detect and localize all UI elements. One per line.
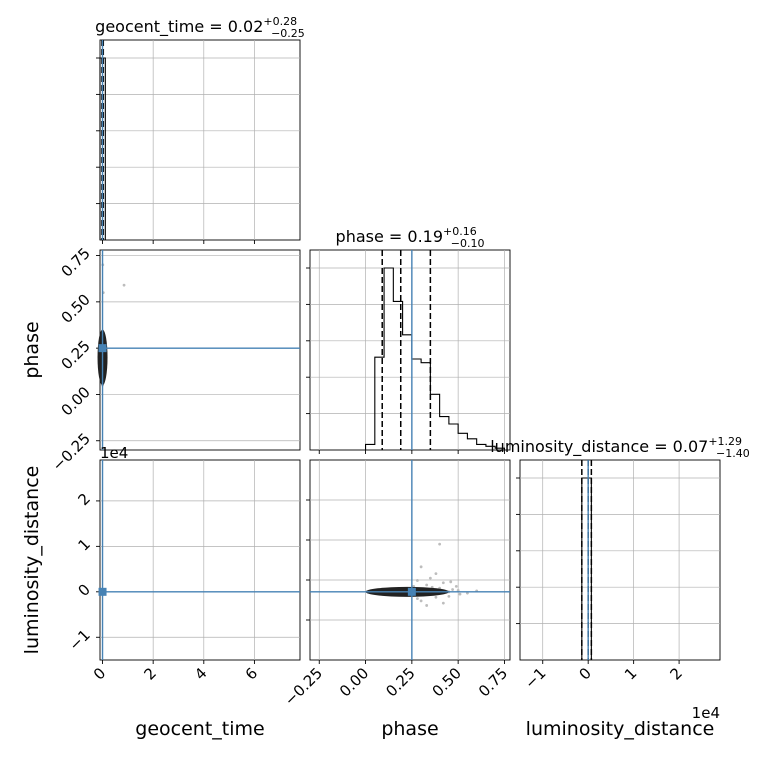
panel-2-group xyxy=(516,459,721,664)
panel-5-point-7 xyxy=(447,594,451,598)
panel-1-title: phase = 0.19+0.16 −0.10 xyxy=(336,225,485,250)
panel-5-group xyxy=(306,459,511,664)
panel-1-bin-6 xyxy=(421,363,430,450)
panel-5-point-20 xyxy=(425,604,429,607)
panel-4-ytick-label-2: 1 xyxy=(74,535,93,554)
panel-5-point-9 xyxy=(454,584,458,588)
panel-2-bin-0 xyxy=(582,478,592,660)
panel-1-bin-10 xyxy=(458,433,467,450)
panel-2-title: luminosity_distance = 0.07+1.29 −1.40 xyxy=(490,435,750,460)
panel-2-xtick-label-3: 2 xyxy=(666,664,685,683)
panel-1-bin-7 xyxy=(430,394,439,450)
panel-2-title-sub: −1.40 xyxy=(716,447,750,460)
panel-4-ytick-label-1: 0 xyxy=(74,581,93,600)
panel-2-title-main: luminosity_distance = 0.07 xyxy=(490,437,708,457)
panel-3-frame xyxy=(99,249,301,451)
panel-5-xtick-label-1: 0.00 xyxy=(336,664,372,700)
panel-5-frame xyxy=(309,459,511,661)
panel-4-ytick-label-0: −1 xyxy=(66,626,94,654)
panel-5-point-8 xyxy=(451,588,454,591)
panel-5-point-2 xyxy=(425,583,429,587)
panel-4-group xyxy=(96,459,301,664)
panel-1-bin-4 xyxy=(403,335,412,450)
panel-5-truth-marker xyxy=(407,587,416,596)
panel-5-point-19 xyxy=(438,542,442,546)
panel-0-title-main: geocent_time = 0.02 xyxy=(95,17,263,37)
panel-5-point-4 xyxy=(434,595,438,599)
panel-3-ytick-label-4: 0.75 xyxy=(58,244,94,280)
panel-5-xlabel: phase xyxy=(381,718,438,740)
panel-5-point-1 xyxy=(419,565,423,569)
panel-1-bin-11 xyxy=(467,439,476,450)
panel-5-point-13 xyxy=(434,572,438,576)
panel-2-xlabel: luminosity_distance xyxy=(526,718,715,740)
panel-1-bin-5 xyxy=(412,359,421,450)
panel-5-point-12 xyxy=(428,576,432,580)
panel-0-title: geocent_time = 0.02+0.28 −0.25 xyxy=(95,15,305,40)
panel-4-xtick-label-2: 4 xyxy=(191,664,210,683)
panel-5-point-11 xyxy=(419,599,423,603)
panel-2-xtick-label-1: 0 xyxy=(576,664,595,683)
panel-4-y-scale: 1e4 xyxy=(100,444,128,462)
panel-1-title-sub: −0.10 xyxy=(451,237,485,250)
panel-4-xlabel: geocent_time xyxy=(135,718,264,740)
panel-5-point-6 xyxy=(441,581,445,585)
panel-3-truth-marker xyxy=(98,344,107,353)
panel-4-xtick-label-1: 2 xyxy=(141,664,160,683)
panel-2-x-scale: 1e4 xyxy=(692,704,720,722)
panel-3-group xyxy=(96,249,301,451)
panel-1-frame xyxy=(309,249,511,451)
panel-2-xtick-label-2: 1 xyxy=(621,664,640,683)
panel-5-point-14 xyxy=(441,601,445,605)
panel-3-ytick-label-0: −0.25 xyxy=(49,429,94,474)
panel-5-xtick-label-4: 0.75 xyxy=(475,664,511,700)
panel-0-title-sup: +0.28 xyxy=(263,15,297,28)
panel-5-point-10 xyxy=(458,592,462,596)
panel-1-title-main: phase = 0.19 xyxy=(336,227,443,246)
panel-1-bin-2 xyxy=(384,268,393,450)
panel-5-point-23 xyxy=(449,580,453,584)
panel-0-frame xyxy=(99,39,301,241)
panel-4-truth-marker xyxy=(98,587,107,596)
panel-1-histogram-step xyxy=(365,267,505,450)
panel-2-xtick-label-0: −1 xyxy=(521,664,549,692)
panel-0-group xyxy=(96,39,301,244)
panel-5-xtick-label-2: 0.25 xyxy=(382,664,418,700)
panel-1-bin-9 xyxy=(449,424,458,450)
panel-1-group xyxy=(306,249,511,454)
panel-3-point-8 xyxy=(122,283,126,287)
panel-2-frame xyxy=(519,459,721,661)
panel-5-point-21 xyxy=(416,597,419,601)
panel-2-title-sup: +1.29 xyxy=(708,435,742,448)
panel-5-xtick-label-0: −0.25 xyxy=(281,664,326,709)
panel-4-ylabel: luminosity_distance xyxy=(21,466,43,655)
panel-4-ytick-label-3: 2 xyxy=(74,490,93,509)
panel-4-xtick-label-3: 6 xyxy=(242,664,261,683)
panel-3-ytick-label-3: 0.50 xyxy=(58,291,94,327)
panel-4-frame xyxy=(99,459,301,661)
panel-1-title-sup: +0.16 xyxy=(443,225,477,238)
panel-1-bin-8 xyxy=(440,417,449,450)
panel-1-bin-12 xyxy=(477,444,486,450)
panel-3-ylabel: phase xyxy=(21,321,43,378)
panel-3-ytick-label-2: 0.25 xyxy=(58,337,94,373)
panel-3-ytick-label-1: 0.00 xyxy=(58,383,94,419)
panel-5-xtick-label-3: 0.50 xyxy=(429,664,465,700)
panel-4-xtick-label-0: 0 xyxy=(90,664,109,683)
panel-5-point-0 xyxy=(416,579,419,582)
panel-1-bin-0 xyxy=(366,444,375,450)
panel-0-title-sub: −0.25 xyxy=(271,27,305,40)
